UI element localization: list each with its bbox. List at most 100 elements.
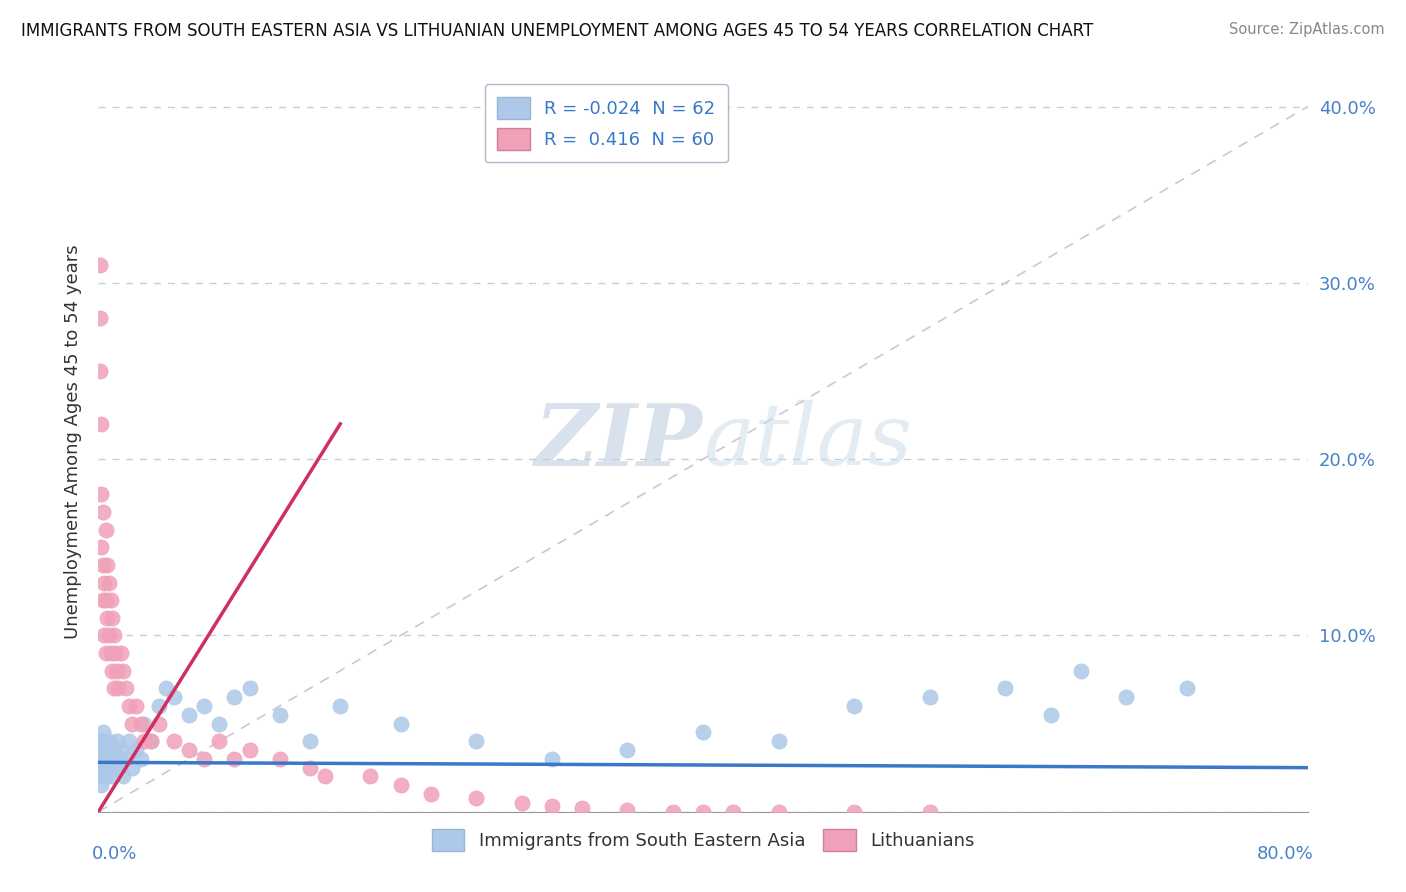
Point — [121, 716, 143, 731]
Point — [104, 646, 127, 660]
Point — [89, 734, 111, 748]
Point — [208, 734, 231, 748]
Point — [105, 734, 128, 748]
Point — [114, 752, 136, 766]
Point — [89, 743, 111, 757]
Point — [148, 716, 170, 731]
Point — [465, 790, 488, 805]
Point — [918, 690, 941, 705]
Point — [389, 716, 412, 731]
Point — [96, 558, 118, 572]
Point — [91, 752, 114, 766]
Text: 0.0%: 0.0% — [93, 845, 138, 863]
Point — [571, 801, 593, 815]
Point — [90, 761, 112, 775]
Point — [93, 575, 115, 590]
Point — [768, 805, 790, 819]
Point — [94, 646, 117, 660]
Point — [94, 752, 117, 766]
Point — [125, 698, 148, 713]
Point — [96, 611, 118, 625]
Point — [110, 646, 132, 660]
Point — [1115, 690, 1137, 705]
Point — [101, 769, 124, 783]
Point — [104, 752, 127, 766]
Point — [132, 734, 155, 748]
Point — [224, 752, 246, 766]
Point — [540, 799, 562, 814]
Legend: Immigrants from South Eastern Asia, Lithuanians: Immigrants from South Eastern Asia, Lith… — [425, 822, 981, 858]
Point — [389, 778, 412, 792]
Point — [91, 558, 114, 572]
Point — [94, 523, 117, 537]
Point — [90, 734, 112, 748]
Point — [111, 769, 134, 783]
Point — [141, 734, 163, 748]
Point — [692, 725, 714, 739]
Point — [193, 752, 215, 766]
Point — [918, 805, 941, 819]
Point — [93, 761, 115, 775]
Point — [155, 681, 177, 696]
Point — [94, 769, 117, 783]
Point — [98, 575, 121, 590]
Point — [540, 752, 562, 766]
Point — [329, 698, 352, 713]
Point — [692, 805, 714, 819]
Point — [299, 761, 322, 775]
Point — [269, 707, 291, 722]
Point — [193, 698, 215, 713]
Point — [90, 541, 112, 555]
Point — [96, 761, 118, 775]
Point — [100, 761, 122, 775]
Point — [98, 752, 121, 766]
Point — [89, 258, 111, 272]
Point — [89, 364, 111, 378]
Point — [179, 743, 201, 757]
Text: IMMIGRANTS FROM SOUTH EASTERN ASIA VS LITHUANIAN UNEMPLOYMENT AMONG AGES 45 TO 5: IMMIGRANTS FROM SOUTH EASTERN ASIA VS LI… — [21, 22, 1094, 40]
Point — [89, 769, 111, 783]
Point — [91, 593, 114, 607]
Point — [101, 752, 124, 766]
Point — [125, 743, 148, 757]
Point — [93, 734, 115, 748]
Point — [98, 734, 121, 748]
Point — [121, 761, 143, 775]
Point — [844, 698, 866, 713]
Point — [224, 690, 246, 705]
Point — [239, 743, 262, 757]
Point — [299, 734, 322, 748]
Point — [108, 752, 131, 766]
Y-axis label: Unemployment Among Ages 45 to 54 years: Unemployment Among Ages 45 to 54 years — [63, 244, 82, 639]
Point — [100, 646, 122, 660]
Point — [723, 805, 745, 819]
Point — [148, 698, 170, 713]
Point — [93, 743, 115, 757]
Point — [90, 778, 112, 792]
Point — [98, 628, 121, 642]
Point — [132, 716, 155, 731]
Point — [103, 628, 125, 642]
Point — [94, 593, 117, 607]
Point — [179, 707, 201, 722]
Point — [91, 725, 114, 739]
Text: Source: ZipAtlas.com: Source: ZipAtlas.com — [1229, 22, 1385, 37]
Point — [269, 752, 291, 766]
Point — [105, 664, 128, 678]
Point — [89, 311, 111, 326]
Point — [96, 743, 118, 757]
Point — [616, 743, 638, 757]
Point — [994, 681, 1017, 696]
Point — [1039, 707, 1062, 722]
Point — [89, 752, 111, 766]
Text: 80.0%: 80.0% — [1257, 845, 1313, 863]
Point — [661, 805, 683, 819]
Point — [103, 743, 125, 757]
Point — [844, 805, 866, 819]
Point — [239, 681, 262, 696]
Point — [208, 716, 231, 731]
Point — [129, 716, 152, 731]
Point — [1175, 681, 1198, 696]
Point — [616, 803, 638, 817]
Point — [107, 761, 129, 775]
